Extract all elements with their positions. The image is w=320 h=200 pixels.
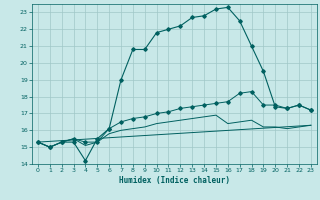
X-axis label: Humidex (Indice chaleur): Humidex (Indice chaleur) (119, 176, 230, 185)
